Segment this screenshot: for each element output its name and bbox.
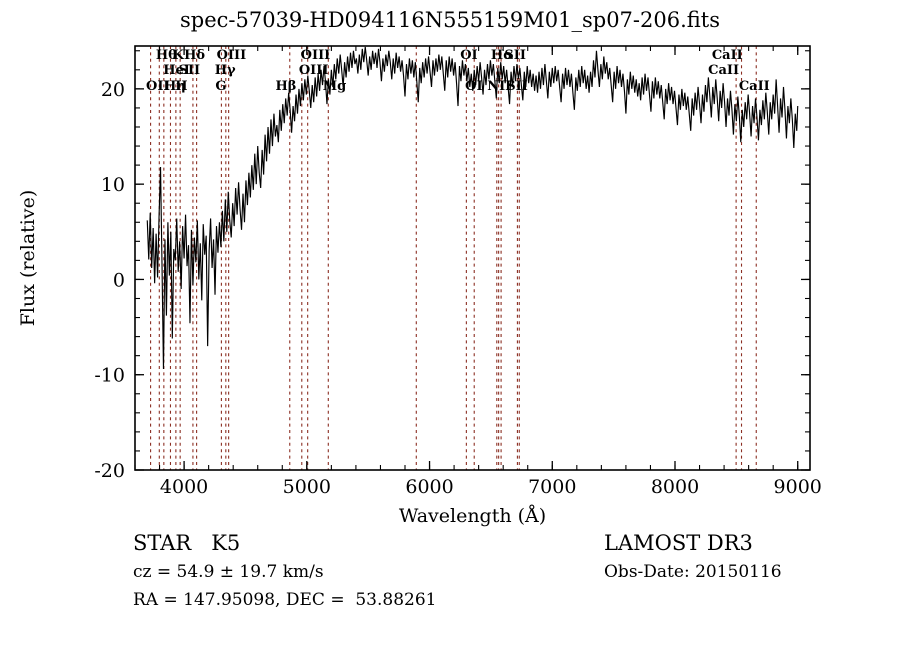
- spectral-line-label: OI: [465, 79, 482, 94]
- y-axis-title: Flux (relative): [17, 190, 39, 327]
- spectral-line-label: Hη: [164, 79, 186, 94]
- spectral-line-label: OIII: [301, 48, 331, 63]
- page-title: spec-57039-HD094116N555159M01_sp07-206.f…: [179, 8, 720, 32]
- object-class: STAR K5: [133, 531, 241, 555]
- spectral-line-label: SII: [506, 79, 528, 94]
- spectral-line-label: CaII: [739, 79, 770, 94]
- axis-frame-layer: [134, 45, 811, 471]
- x-tick-label: 8000: [651, 476, 699, 498]
- spectral-line-label: CaII: [708, 63, 739, 78]
- spectral-line-label: G: [215, 79, 226, 94]
- spectrum-trace-layer: [146, 46, 799, 370]
- spectrum-trace: [146, 46, 799, 370]
- survey-name: LAMOST DR3: [604, 531, 753, 555]
- spectral-line-label: Hα: [491, 48, 513, 63]
- spectral-line-label: SII: [179, 63, 201, 78]
- spectral-line-label: SII: [504, 48, 526, 63]
- tick-label-layer: 4000 5000 6000 7000 8000 9000 20 10 0 -10 -20: [94, 79, 822, 498]
- footer-left-column: STAR K5 cz = 54.9 ± 19.7 km/s RA = 147.9…: [133, 528, 553, 614]
- y-tick-label: 10: [101, 174, 125, 196]
- spectral-line-label: OII: [146, 79, 170, 94]
- spectral-line-label: H: [175, 79, 187, 94]
- spectral-line-label: Hβ: [276, 79, 297, 94]
- sky-coordinates: RA = 147.95098, DEC = 53.88261: [133, 590, 437, 610]
- x-tick-label: 5000: [283, 476, 331, 498]
- spectral-line-label: CaII: [712, 48, 743, 63]
- spectral-line-label: Hδ: [184, 48, 205, 63]
- plot-frame: [134, 45, 811, 471]
- spectral-line-label: NII: [487, 79, 511, 94]
- radial-velocity: cz = 54.9 ± 19.7 km/s: [133, 562, 324, 582]
- spectral-line-label: Hγ: [215, 63, 236, 78]
- y-tick-label: -10: [94, 365, 125, 387]
- spectral-line-label: Mg: [323, 79, 346, 94]
- x-tick-label: 9000: [774, 476, 822, 498]
- metadata-footer: STAR K5 cz = 54.9 ± 19.7 km/s RA = 147.9…: [0, 528, 900, 638]
- spectral-line-label: OIII: [217, 48, 247, 63]
- y-tick-label: 0: [113, 269, 125, 291]
- x-axis-title: Wavelength (Å): [399, 505, 546, 527]
- x-tick-label: 6000: [405, 476, 453, 498]
- spectral-line-label: OI: [460, 48, 477, 63]
- spectral-line-label: Hθ: [156, 48, 177, 63]
- x-tick-label: 4000: [160, 476, 208, 498]
- y-tick-label: -20: [94, 460, 125, 482]
- x-tick-label: 7000: [528, 476, 576, 498]
- spectral-line-label: OIII: [299, 63, 329, 78]
- observation-date: Obs-Date: 20150116: [604, 562, 782, 582]
- line-marker-layer: [150, 46, 757, 470]
- footer-right-column: LAMOST DR3 Obs-Date: 20150116: [604, 528, 894, 586]
- axis-title-layer: Wavelength (Å) Flux (relative): [17, 190, 546, 527]
- spectral-line-label: HeI: [163, 63, 190, 78]
- y-tick-label: 20: [101, 79, 125, 101]
- spectral-line-label: K: [173, 48, 185, 63]
